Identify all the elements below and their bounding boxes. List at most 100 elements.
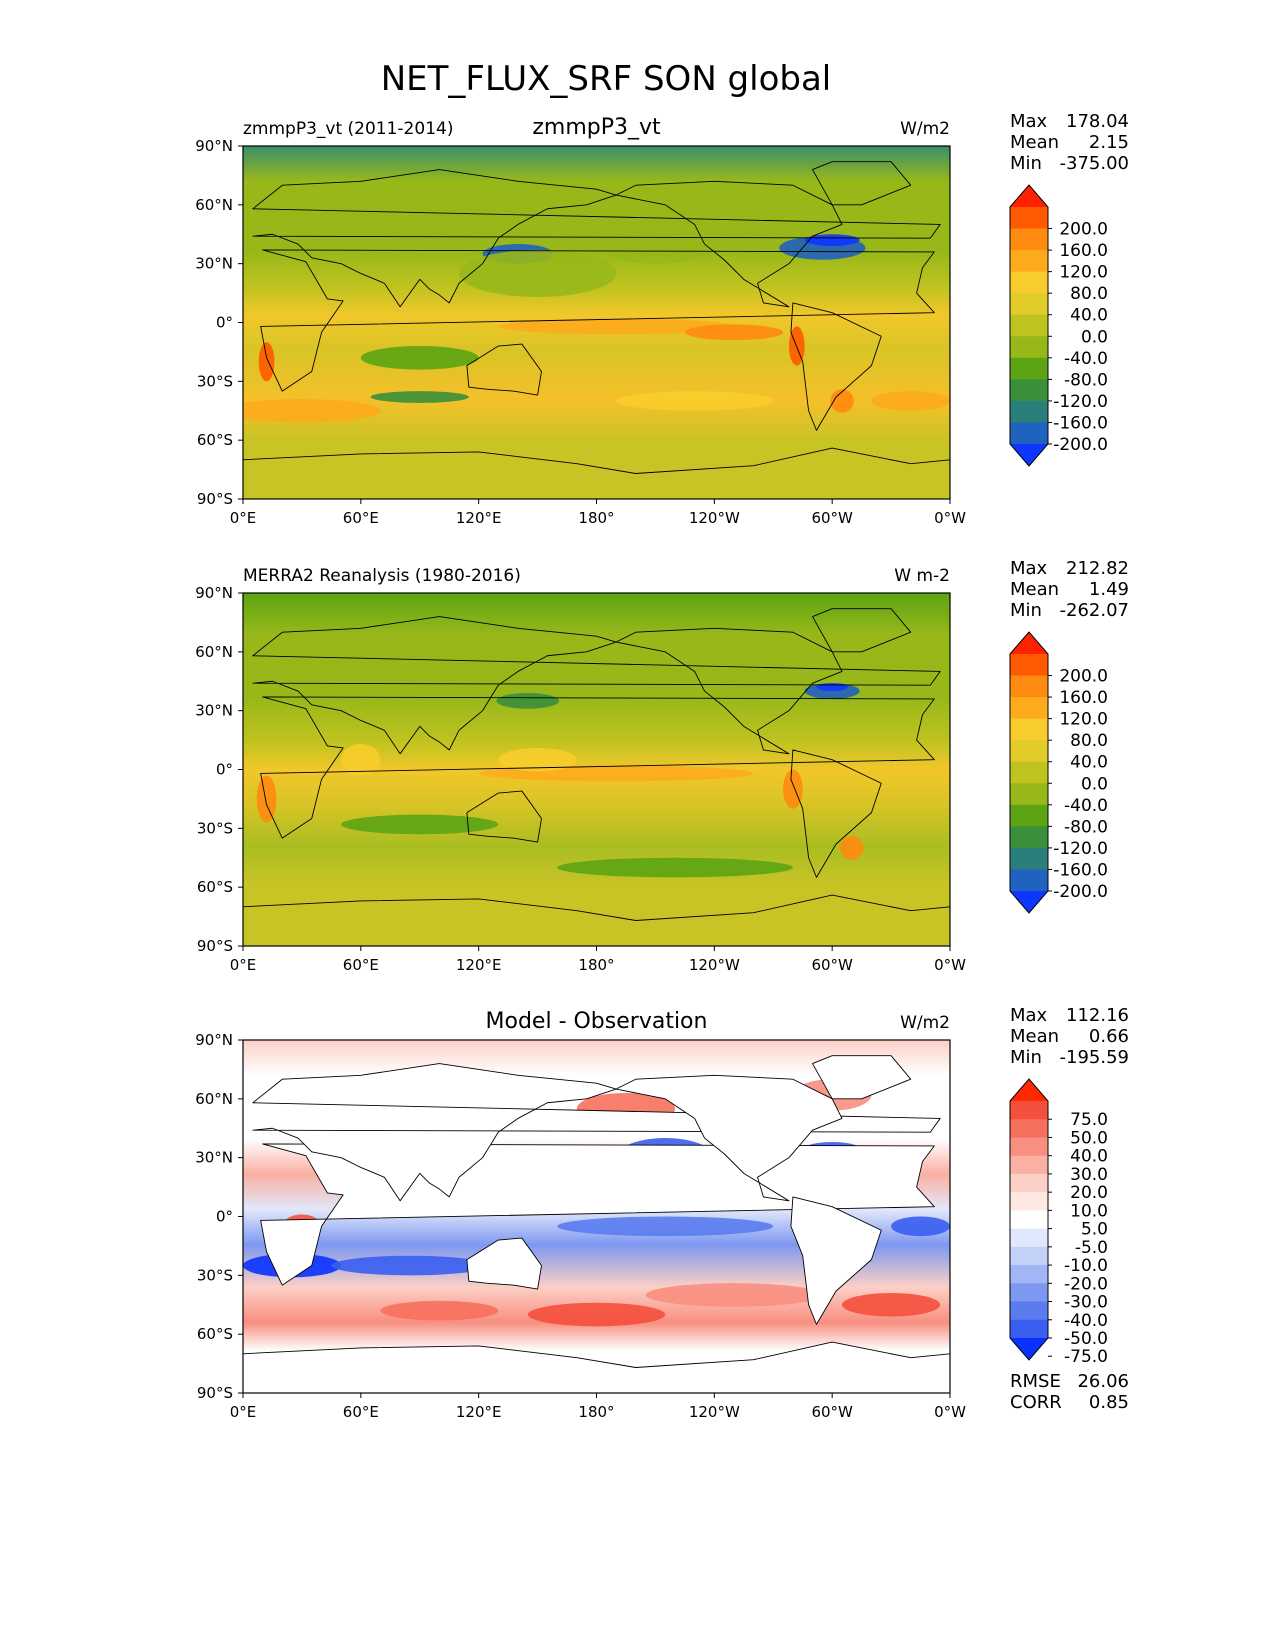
x-tick-label: 120°W <box>689 1403 740 1421</box>
field-feature <box>341 744 381 776</box>
x-tick-label: 60°E <box>343 956 379 974</box>
colorbar-tick-label: -80.0 <box>1064 370 1108 390</box>
panel-title-left: zmmpP3_vt (2011-2014) <box>243 119 453 139</box>
y-tick-label: 0° <box>216 1208 233 1226</box>
x-tick-label: 180° <box>578 509 614 527</box>
colorbar-tick-label: 160.0 <box>1059 688 1108 708</box>
x-tick-label: 60°E <box>343 509 379 527</box>
y-tick-label: 90°S <box>197 937 233 955</box>
coastline-greenland <box>812 161 912 206</box>
panel-model: zmmpP3_vt (2011-2014) zmmpP3_vt W/m2 0°E 60°… <box>195 111 1129 527</box>
chart-panels: zmmpP3_vt (2011-2014) zmmpP3_vt W/m2 0°E 60°… <box>195 111 1129 1421</box>
stat-label-mean: Mean <box>1010 1026 1059 1047</box>
colorbar-band <box>1010 654 1048 677</box>
colorbar-extend-max <box>1010 1079 1048 1101</box>
coastline-australia <box>466 343 542 396</box>
colorbar-tick-label: 200.0 <box>1059 667 1108 687</box>
stat-value-rmse: 26.06 <box>1077 1371 1129 1392</box>
y-tick-label: 90°N <box>195 137 233 155</box>
field-feature <box>370 391 469 403</box>
colorbar-band <box>1010 697 1048 720</box>
x-tick-label: 180° <box>578 1403 614 1421</box>
field-feature <box>804 234 860 247</box>
x-tick-label: 0°W <box>934 956 966 974</box>
colorbar-band <box>1010 228 1048 251</box>
y-tick-label: 30°N <box>195 255 233 273</box>
coastline-namerica <box>615 1074 843 1202</box>
field-feature <box>380 1300 499 1321</box>
coastline-samerica <box>790 302 882 431</box>
colorbar-band <box>1010 783 1048 806</box>
x-tick-label: 120°E <box>456 509 502 527</box>
panel-title-units: W/m2 <box>900 119 950 139</box>
colorbar-tick-label: 30.0 <box>1070 1165 1108 1185</box>
field-feature <box>341 814 499 835</box>
y-tick-label: 90°N <box>195 584 233 602</box>
colorbar-extend-max <box>1010 185 1048 207</box>
colorbar-tick-label: 40.0 <box>1070 1147 1108 1167</box>
colorbar-tick-label: -160.0 <box>1053 860 1108 880</box>
coastline-antarctica <box>243 447 950 499</box>
x-tick-label: 120°E <box>456 1403 502 1421</box>
colorbar-band <box>1010 1192 1048 1211</box>
panel-title-center: Model - Observation <box>486 1009 708 1034</box>
colorbar-tick-label: -200.0 <box>1053 882 1108 902</box>
colorbar-band <box>1010 422 1048 445</box>
colorbar-tick-label: 200.0 <box>1059 220 1108 240</box>
field-feature <box>891 1216 950 1237</box>
field-feature <box>783 769 803 809</box>
colorbar-band <box>1010 1173 1048 1193</box>
y-tick-label: 30°S <box>197 1266 233 1284</box>
x-tick-label: 120°E <box>456 956 502 974</box>
colorbar-band <box>1010 1101 1048 1120</box>
colorbar-tick-label: 40.0 <box>1070 753 1108 773</box>
panel-title-units: W/m2 <box>900 1013 950 1033</box>
colorbar-band <box>1010 826 1048 849</box>
field-feature <box>816 683 848 692</box>
stat-value-mean: 2.15 <box>1089 132 1129 153</box>
field-feature <box>258 342 275 382</box>
coastline-australia <box>466 1237 542 1290</box>
colorbar-tick-label: -20.0 <box>1064 1274 1108 1294</box>
colorbar-band <box>1010 379 1048 402</box>
stat-value-mean: 1.49 <box>1089 579 1129 600</box>
field-feature <box>256 775 277 823</box>
coastline-europe_asia <box>252 1063 941 1202</box>
colorbar-band <box>1010 271 1048 294</box>
colorbar-tick-label: 120.0 <box>1059 263 1108 283</box>
field-feature <box>498 747 577 772</box>
colorbar-band <box>1010 847 1048 870</box>
map-field-obs <box>243 593 950 946</box>
colorbar-tick-label: 5.0 <box>1081 1220 1108 1240</box>
colorbar-extend-min <box>1010 891 1048 913</box>
colorbar-tick-label: -50.0 <box>1064 1329 1108 1349</box>
panel-title-center: zmmpP3_vt <box>532 115 661 140</box>
field-feature <box>871 391 950 411</box>
colorbar-band <box>1010 1246 1048 1266</box>
x-tick-label: 60°W <box>811 1403 853 1421</box>
coastline-namerica <box>615 180 843 308</box>
colorbar-diff: 75.050.040.030.020.010.05.0-5.0-10.0-20.… <box>1009 1078 1108 1367</box>
field-feature <box>557 1216 774 1237</box>
colorbar-extend-min <box>1010 444 1048 466</box>
y-tick-label: 0° <box>216 314 233 332</box>
stat-label-rmse: RMSE <box>1010 1371 1061 1392</box>
y-tick-label: 0° <box>216 761 233 779</box>
colorbar-tick-label: 160.0 <box>1059 241 1108 261</box>
y-tick-label: 60°N <box>195 1090 233 1108</box>
colorbar-obs: 200.0160.0120.080.040.00.0-40.0-80.0-120… <box>1009 631 1108 914</box>
y-tick-label: 30°S <box>197 372 233 390</box>
coastline-europe_asia <box>252 169 941 308</box>
colorbar-band <box>1010 1155 1048 1175</box>
stat-value-corr: 0.85 <box>1089 1392 1129 1413</box>
field-feature <box>840 836 864 860</box>
field-feature <box>596 224 715 264</box>
colorbar-tick-label: -30.0 <box>1064 1293 1108 1313</box>
colorbar-tick-label: -160.0 <box>1053 413 1108 433</box>
colorbar-tick-label: 120.0 <box>1059 710 1108 730</box>
colorbar-band <box>1010 740 1048 763</box>
colorbar-tick-label: -40.0 <box>1064 1311 1108 1331</box>
colorbar-band <box>1010 207 1048 230</box>
colorbar-band <box>1010 1119 1048 1138</box>
stat-label-min: Min <box>1010 1047 1042 1068</box>
